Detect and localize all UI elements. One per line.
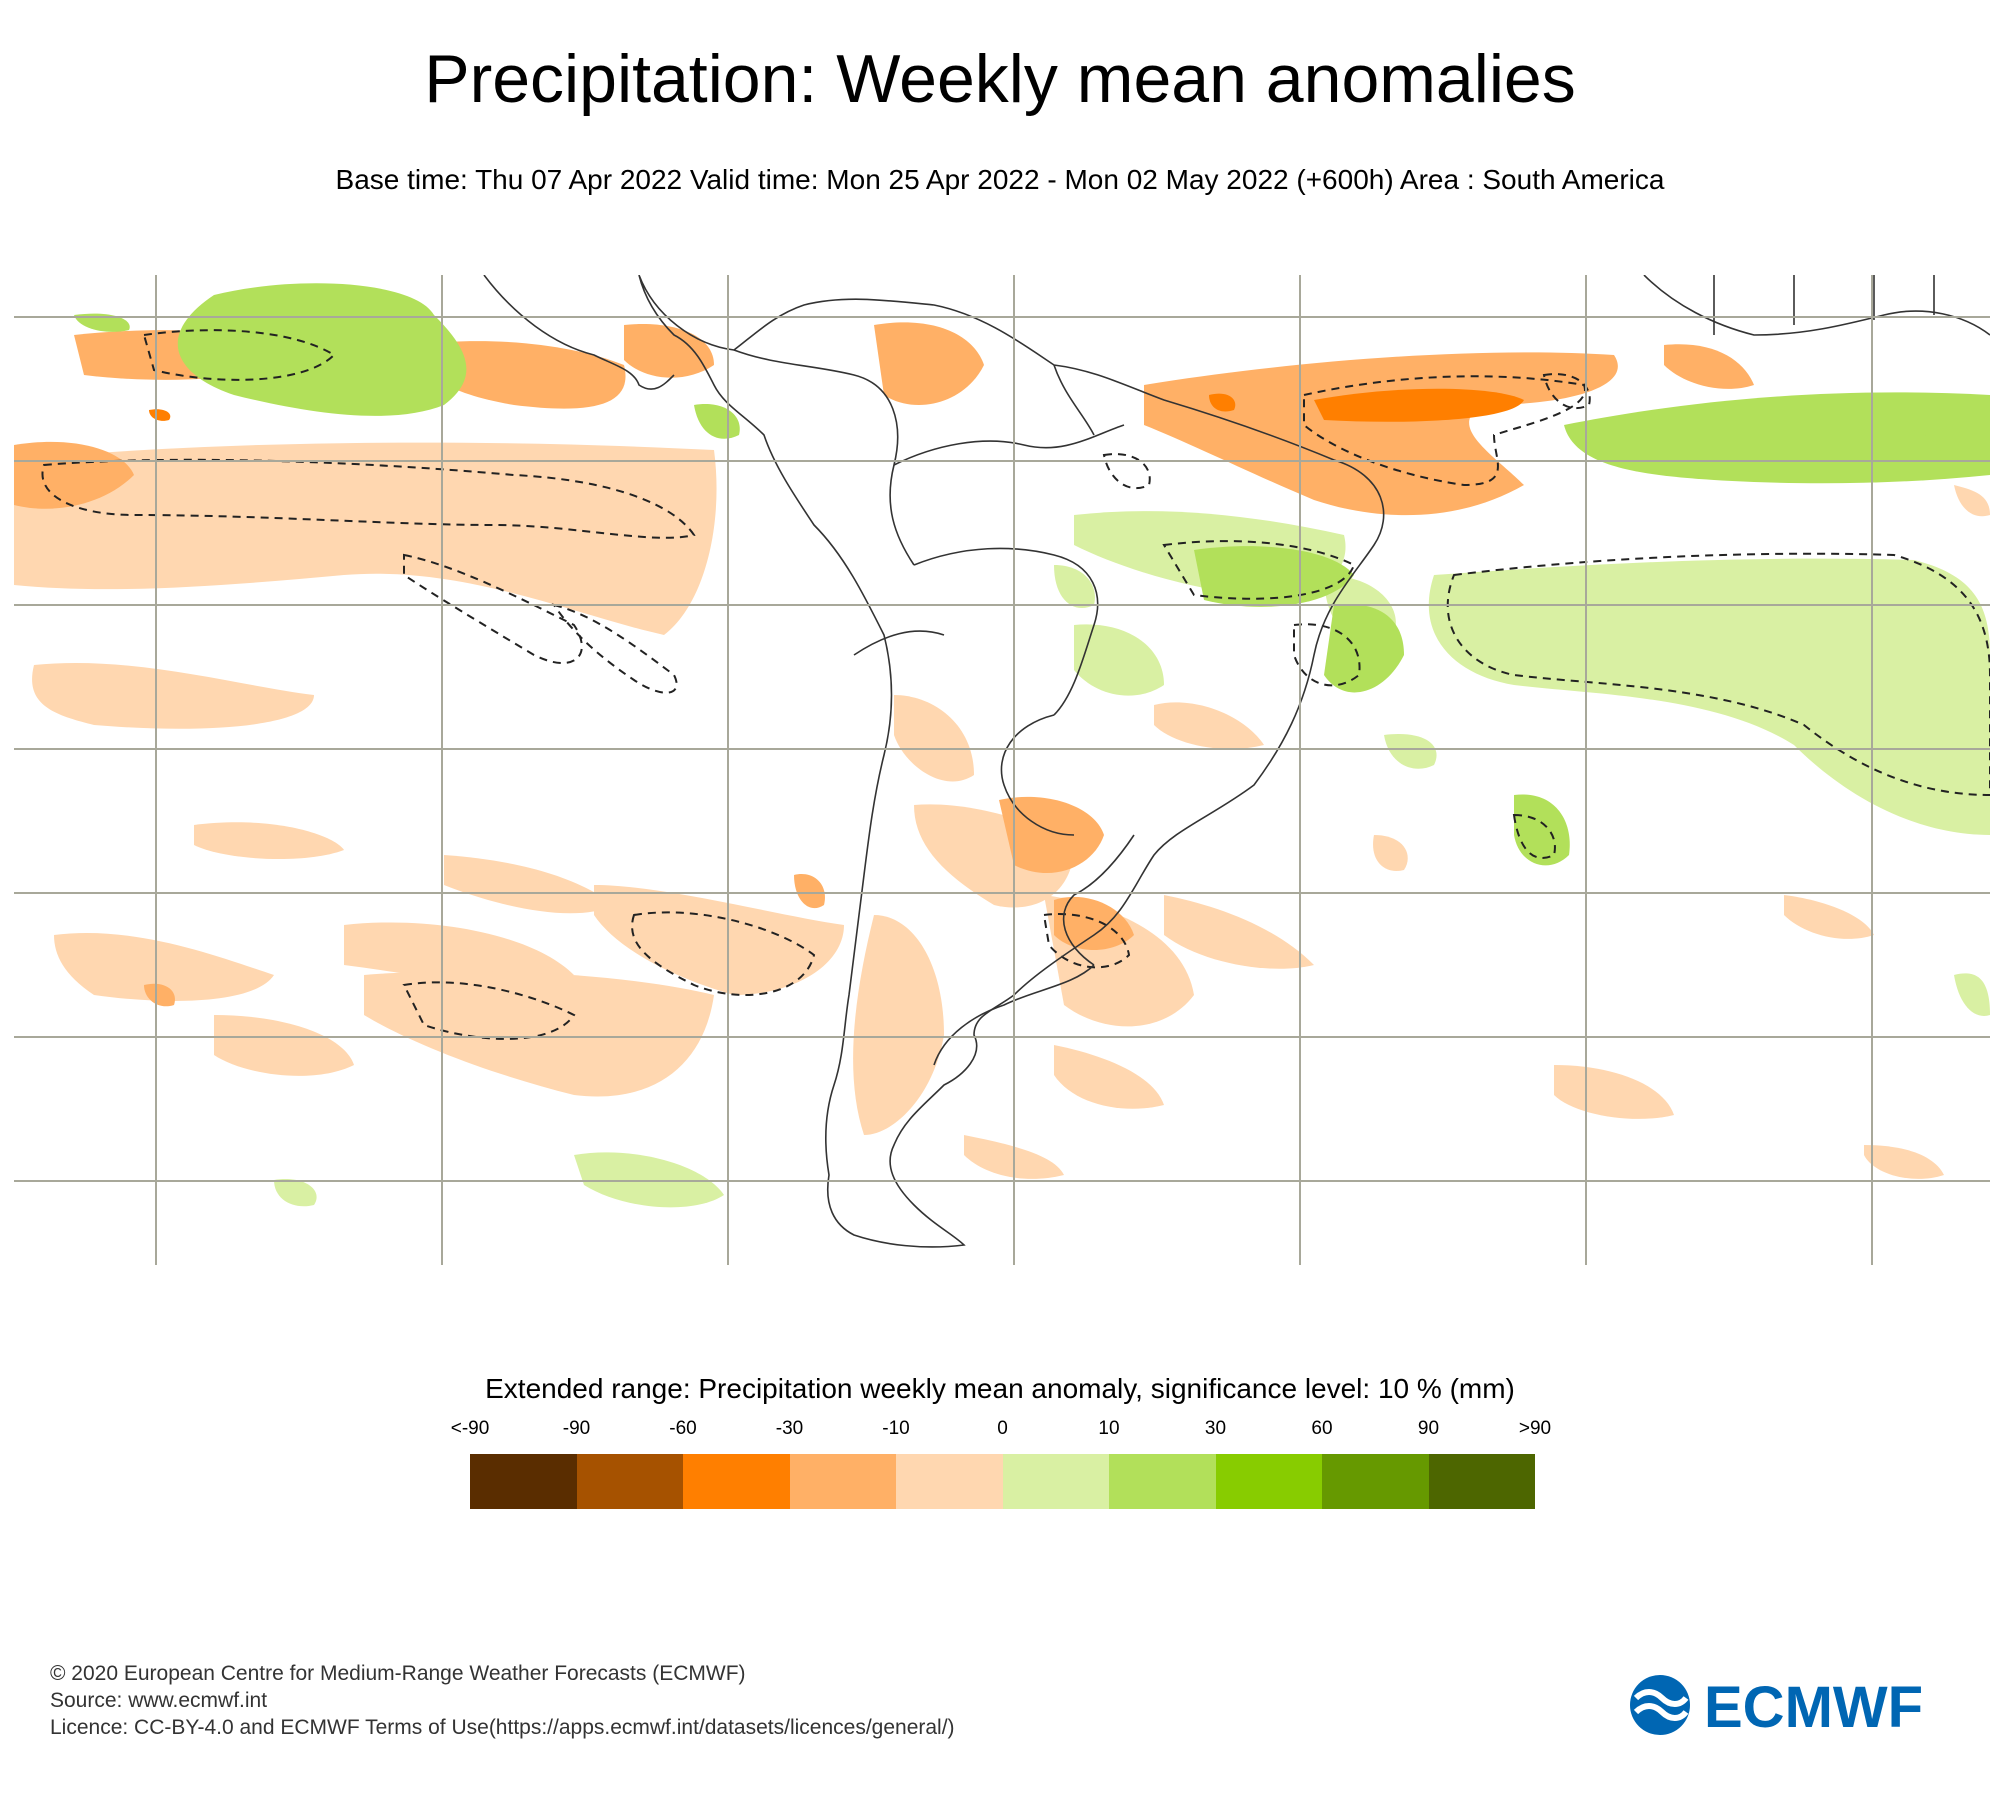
anomaly-fill-light-dry	[14, 411, 1990, 1179]
ecmwf-logo-text: ECMWF	[1704, 1675, 1923, 1738]
legend-label: 60	[1311, 1418, 1333, 1439]
legend-swatch-7	[1215, 1454, 1322, 1509]
footer: © 2020 European Centre for Medium-Range …	[50, 1660, 955, 1741]
footer-copyright: © 2020 European Centre for Medium-Range …	[50, 1662, 746, 1685]
legend-label: >90	[1518, 1418, 1552, 1439]
legend-swatch-5	[1002, 1454, 1109, 1509]
legend-color-bar	[470, 1454, 1535, 1509]
legend-swatch-3	[789, 1454, 896, 1509]
legend-swatch-2	[683, 1454, 790, 1509]
anomaly-map	[14, 275, 1990, 1265]
legend-label: -90	[562, 1418, 591, 1439]
significance-contours	[41, 329, 1990, 1040]
legend-swatch-0	[470, 1454, 577, 1509]
legend-label: 90	[1417, 1418, 1440, 1439]
legend-swatch-9	[1428, 1454, 1535, 1509]
legend-swatch-8	[1322, 1454, 1429, 1509]
chart-title: Precipitation: Weekly mean anomalies	[424, 41, 1576, 117]
coastlines-borders	[638, 275, 1385, 1248]
chart-subtitle: Base time: Thu 07 Apr 2022 Valid time: M…	[335, 164, 1665, 195]
legend-label: -10	[882, 1418, 910, 1439]
legend-label: -60	[669, 1418, 697, 1439]
ecmwf-logo-icon	[1630, 1675, 1690, 1735]
legend-label: <-90	[450, 1418, 490, 1439]
anomaly-fill-strong-dry	[149, 388, 1524, 422]
legend-swatch-1	[576, 1454, 683, 1509]
footer-licence: Licence: CC-BY-4.0 and ECMWF Terms of Us…	[50, 1716, 955, 1739]
legend-label: 30	[1204, 1418, 1227, 1439]
lat-lon-grid	[14, 275, 1990, 1265]
legend-swatch-4	[896, 1454, 1003, 1509]
legend-label: -30	[775, 1418, 804, 1439]
legend-labels: <-90 -90 -60 -30 -10 0 10 30 60 90 >90	[451, 1418, 1551, 1442]
legend-swatch-6	[1109, 1454, 1216, 1509]
ecmwf-logo: ECMWF	[1630, 1675, 1923, 1738]
legend-label: 0	[997, 1418, 1008, 1439]
legend-label: 10	[1098, 1418, 1120, 1439]
footer-source: Source: www.ecmwf.int	[50, 1689, 268, 1712]
legend-title: Extended range: Precipitation weekly mea…	[485, 1373, 1515, 1404]
